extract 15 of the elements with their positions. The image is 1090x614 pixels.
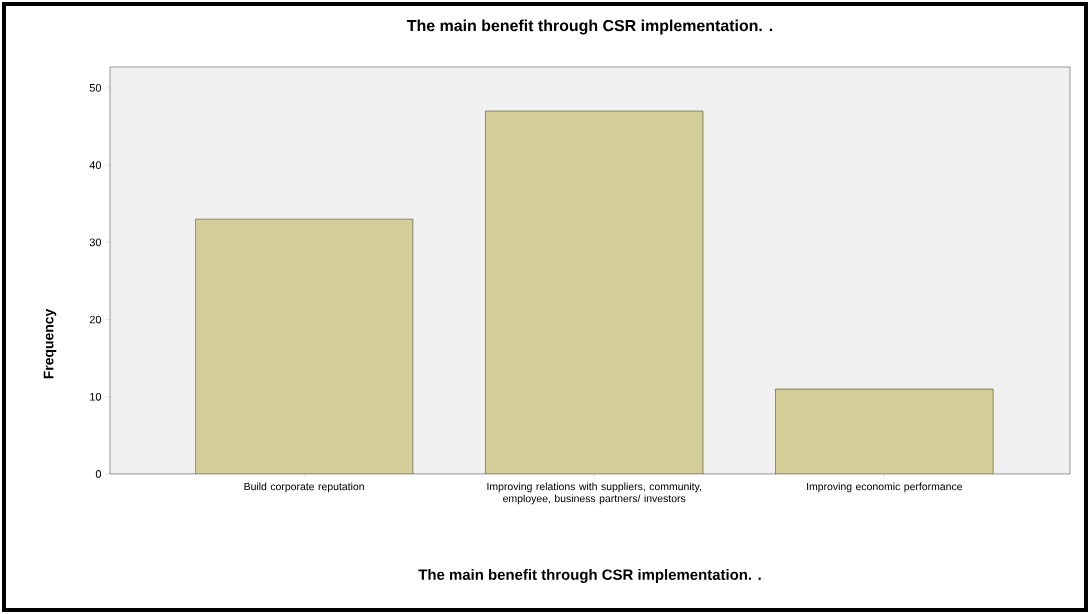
x-tick-label: Improving relations with suppliers, community, employee, business partners/ investors [487,482,701,505]
y-tick-label: 20 [89,315,102,324]
y-tick-label: 30 [89,238,102,247]
y-tick-label: 50 [89,83,102,92]
x-tick-label: Build corporate reputation [244,482,364,493]
y-tick-label: 0 [95,470,102,478]
y-tick-label: 10 [90,392,102,401]
chart-title: The main benefit through CSR implementation. . [407,19,773,35]
y-tick-label: 40 [89,161,102,169]
x-tick-label: Improving economic performance [807,482,963,493]
bar [195,218,414,474]
bar [775,388,994,474]
y-axis-title: Frequency [43,308,57,379]
bar [485,110,704,474]
x-axis-title: The main benefit through CSR implementation. . [418,568,761,583]
